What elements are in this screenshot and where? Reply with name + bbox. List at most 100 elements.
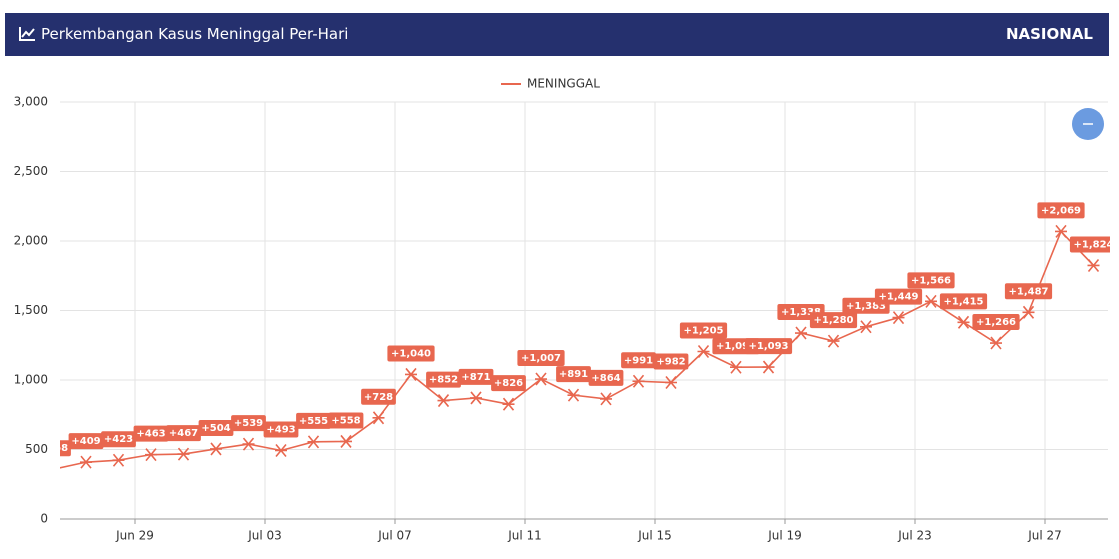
value-label: +1,007 [521, 353, 561, 364]
x-tick-label: Jul 19 [767, 529, 802, 543]
y-tick-label: 3,000 [14, 95, 48, 109]
point-marker [340, 434, 352, 448]
value-label-box [907, 272, 955, 289]
point-marker [925, 294, 937, 308]
value-label-box [874, 288, 923, 305]
point-marker [437, 394, 450, 408]
header: Perkembangan Kasus Meninggal Per-Hari NA… [5, 13, 1109, 56]
point-marker [145, 448, 157, 462]
value-label: +1,338 [781, 307, 821, 318]
point-marker [795, 326, 807, 340]
header-badge: NASIONAL [1005, 25, 1093, 43]
value-label: +1,205 [683, 326, 723, 337]
value-label-box [68, 433, 104, 450]
point-marker [372, 411, 385, 425]
value-label-box [517, 350, 565, 367]
value-label: +539 [234, 418, 263, 429]
value-label: +423 [104, 434, 133, 445]
value-label: +1,566 [911, 275, 951, 286]
value-label: +1,449 [878, 292, 918, 303]
value-label: +852 [429, 375, 458, 386]
value-label: +1,040 [391, 348, 431, 359]
value-label-box [426, 371, 461, 388]
value-label: +467 [169, 428, 198, 439]
value-label: +1,092 [716, 341, 756, 352]
point-marker [48, 463, 60, 475]
point-marker [470, 391, 482, 405]
value-label: +558 [331, 415, 360, 426]
y-tick-label: 0 [40, 512, 48, 526]
point-marker [827, 334, 840, 348]
value-label: +2,069 [1041, 205, 1081, 216]
value-label-box [556, 366, 591, 383]
value-label-box [328, 412, 364, 429]
value-label: +728 [364, 392, 393, 403]
value-label-box [939, 293, 988, 310]
point-marker [860, 320, 872, 334]
y-tick-label: 1,500 [14, 303, 48, 317]
point-marker [730, 360, 742, 374]
value-label-box [1037, 202, 1085, 219]
value-label-box [679, 322, 728, 339]
x-tick-label: Jul 03 [247, 529, 282, 543]
point-marker [762, 360, 775, 374]
value-label-box [491, 375, 526, 392]
value-label-box [621, 352, 656, 369]
value-label-box [198, 419, 234, 436]
point-marker [307, 435, 320, 449]
value-label-box [231, 415, 266, 432]
y-tick-label: 1,000 [14, 373, 48, 387]
point-marker [1055, 224, 1067, 238]
value-label: +358 [39, 443, 68, 454]
value-label-box [60, 440, 71, 457]
value-label: +991 [624, 355, 653, 366]
x-tick-label: Jun 29 [115, 529, 154, 543]
value-label: +1,415 [943, 296, 983, 307]
value-label: +463 [136, 429, 165, 440]
value-label-box [361, 388, 396, 405]
value-label-box [101, 431, 136, 448]
value-label-box [296, 412, 331, 429]
point-marker [892, 311, 905, 325]
value-label-box [809, 312, 858, 329]
value-label-box [263, 421, 299, 438]
header-title: Perkembangan Kasus Meninggal Per-Hari [41, 25, 349, 43]
value-label-box [458, 368, 494, 385]
value-label: +493 [266, 424, 295, 435]
value-label: +1,824 [1073, 239, 1113, 250]
value-label: +555 [299, 416, 328, 427]
point-marker [697, 344, 710, 359]
value-label: +1,266 [976, 317, 1016, 328]
value-label: +1,093 [748, 341, 788, 352]
point-marker [112, 453, 125, 467]
point-marker [405, 367, 417, 381]
y-tick-label: 500 [25, 442, 48, 456]
value-label: +409 [71, 436, 100, 447]
x-tick-label: Jul 15 [637, 529, 672, 543]
point-marker [177, 447, 190, 461]
x-tick-label: Jul 07 [377, 529, 412, 543]
x-tick-label: Jul 27 [1027, 529, 1062, 543]
point-marker [632, 374, 645, 388]
value-label: +1,280 [813, 315, 853, 326]
value-label: +982 [656, 357, 685, 368]
point-marker [957, 315, 970, 329]
point-marker [210, 442, 222, 456]
point-marker [990, 336, 1002, 350]
point-marker [665, 375, 677, 390]
value-label-box [133, 425, 169, 442]
value-label: +826 [494, 378, 523, 389]
value-label-box [1069, 236, 1110, 253]
point-marker [1022, 305, 1035, 319]
value-label: +891 [559, 369, 588, 380]
point-marker [600, 392, 612, 406]
point-marker [80, 455, 92, 469]
x-tick-label: Jul 11 [507, 529, 542, 543]
point-marker [502, 397, 515, 411]
value-label: +504 [201, 423, 230, 434]
value-label-box [653, 353, 689, 370]
value-label: +1,487 [1008, 286, 1048, 297]
y-tick-label: 2,500 [14, 164, 48, 178]
